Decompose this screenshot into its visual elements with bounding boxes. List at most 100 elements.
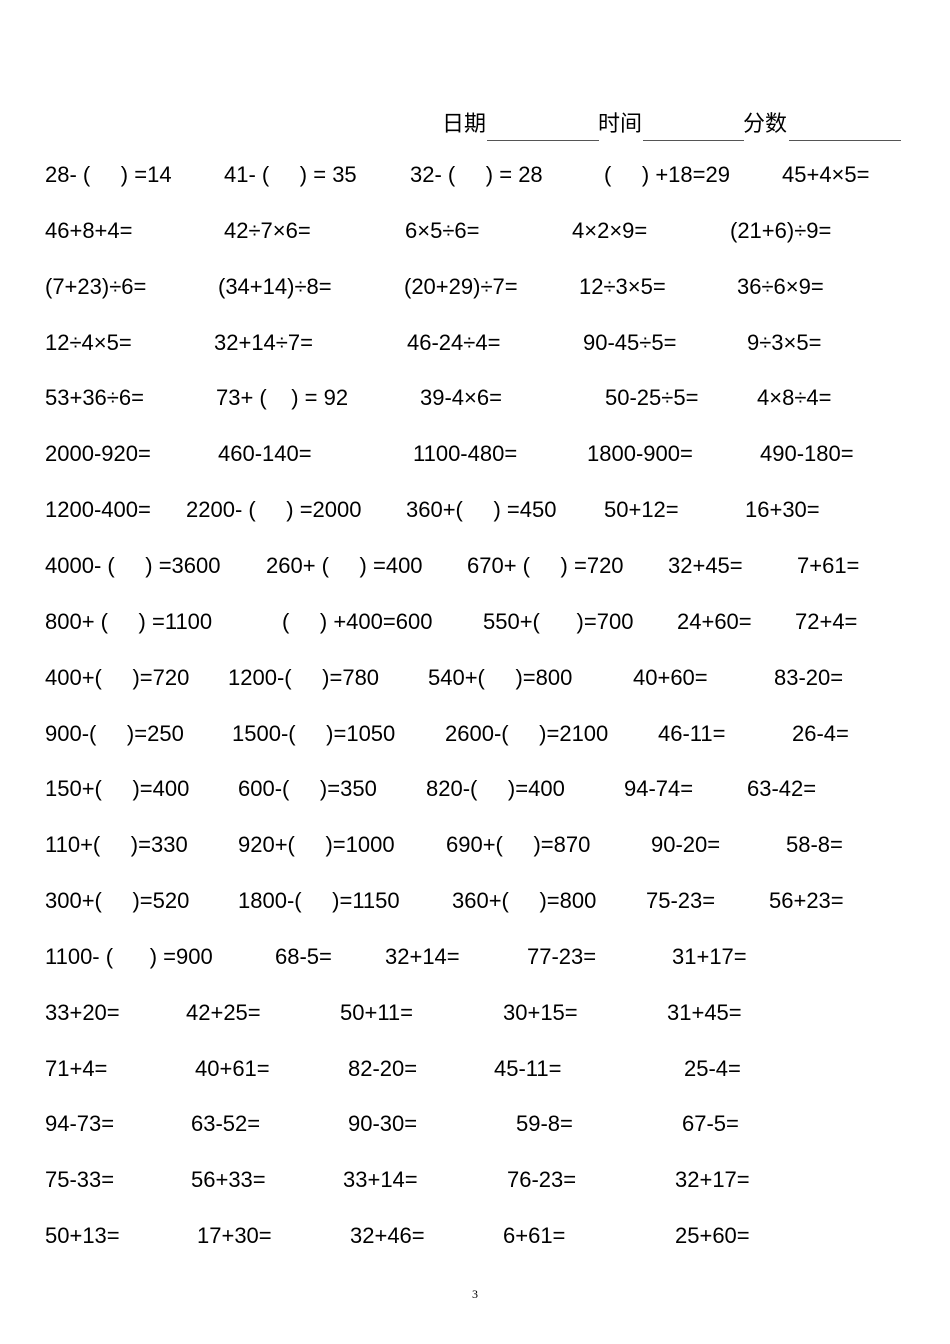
math-problem: 32- ( ) = 28 (410, 162, 543, 187)
math-problem: 1100- ( ) =900 (45, 943, 213, 969)
time-blank[interactable] (643, 140, 744, 141)
math-problem: 1800-900= (587, 441, 693, 467)
math-problem: 59-8= (516, 1111, 573, 1137)
math-problem: 26-4= (792, 720, 849, 746)
math-problem: 25-4= (684, 1055, 741, 1081)
math-problem: 90-30= (348, 1111, 418, 1137)
math-problem: 820-( )=400 (426, 776, 565, 802)
math-problem: 32+14÷7= (214, 329, 313, 355)
math-problem: 2200- ( ) =2000 (186, 497, 362, 523)
math-problem: 56+23= (769, 888, 844, 914)
math-problem: (7+23)÷6= (45, 273, 147, 299)
math-problem: 71+4= (45, 1055, 108, 1081)
math-problem: 41- ( ) = 35 (224, 162, 357, 187)
math-problem: 32+46= (350, 1223, 425, 1249)
math-problem: 72+4= (795, 608, 858, 634)
math-problem: 16+30= (745, 497, 820, 523)
math-problem: 9÷3×5= (747, 329, 822, 355)
math-problem: (21+6)÷9= (730, 217, 832, 243)
math-problem: 76-23= (507, 1167, 577, 1193)
math-problem: 12÷3×5= (579, 273, 666, 299)
math-problem: 6×5÷6= (405, 217, 480, 243)
math-problem: 73+ ( ) = 92 (216, 385, 349, 411)
score-blank[interactable] (789, 140, 901, 141)
math-problem: 1100-480= (413, 441, 518, 467)
math-problem: 25+60= (675, 1223, 750, 1249)
math-problem: 920+( )=1000 (238, 832, 395, 858)
math-problem: 50-25÷5= (605, 385, 699, 411)
math-problem: 4000- ( ) =3600 (45, 552, 221, 578)
math-problem: 150+( )=400 (45, 776, 190, 802)
math-problem: 53+36÷6= (45, 385, 144, 411)
math-problem: 24+60= (677, 608, 752, 634)
math-problem: 75-33= (45, 1167, 115, 1193)
math-problem: 4×2×9= (572, 217, 648, 243)
math-problem: 50+12= (604, 497, 679, 523)
math-problem: ( ) +400=600 (282, 608, 433, 634)
math-problem: 83-20= (774, 664, 844, 690)
math-problem: 46-24÷4= (407, 329, 501, 355)
math-problem: (34+14)÷8= (218, 273, 332, 299)
math-problem: 42÷7×6= (224, 217, 311, 243)
math-problem: (20+29)÷7= (404, 273, 518, 299)
math-problem: 460-140= (218, 441, 312, 467)
math-problem: 2600-( )=2100 (445, 720, 609, 746)
date-blank[interactable] (487, 140, 599, 141)
math-problem: 12÷4×5= (45, 329, 132, 355)
math-problem: 90-20= (651, 832, 721, 858)
math-problem: 58-8= (786, 832, 843, 858)
math-problem: 110+( )=330 (45, 832, 188, 858)
math-problem: 75-23= (646, 888, 716, 914)
math-problem: 32+45= (668, 552, 743, 578)
math-problem: 1200-( )=780 (228, 664, 380, 690)
math-problem: 1800-( )=1150 (238, 888, 400, 914)
math-problem: 39-4×6= (420, 385, 502, 411)
math-problem: 360+( )=800 (452, 888, 597, 914)
math-problem: 31+45= (667, 999, 742, 1025)
math-problem: ( ) +18=29 (604, 162, 730, 187)
math-problem: 7+61= (797, 552, 860, 578)
math-problem: 40+60= (633, 664, 708, 690)
math-problem: 30+15= (503, 999, 578, 1025)
math-problem: 17+30= (197, 1223, 272, 1249)
math-problem: 360+( ) =450 (406, 497, 557, 523)
math-problem: 46-11= (658, 720, 726, 746)
math-problem: 690+( )=870 (446, 832, 591, 858)
math-problem: 550+( )=700 (483, 608, 634, 634)
math-problem: 1500-( )=1050 (232, 720, 396, 746)
math-problem: 4×8÷4= (757, 385, 832, 411)
math-problem: 33+20= (45, 999, 120, 1025)
math-problem: 300+( )=520 (45, 888, 190, 914)
math-problem: 600-( )=350 (238, 776, 377, 802)
math-problem: 82-20= (348, 1055, 418, 1081)
math-problem: 42+25= (186, 999, 261, 1025)
math-problem: 63-52= (191, 1111, 261, 1137)
math-problem: 67-5= (682, 1111, 739, 1137)
math-problem: 33+14= (343, 1167, 418, 1193)
math-problem: 32+14= (385, 943, 460, 969)
math-problem: 77-23= (527, 943, 597, 969)
math-problem: 540+( )=800 (428, 664, 573, 690)
math-problem: 260+ ( ) =400 (266, 552, 423, 578)
math-problem: 90-45÷5= (583, 329, 677, 355)
math-problem: 670+ ( ) =720 (467, 552, 624, 578)
math-problem: 94-74= (624, 776, 694, 802)
math-problem: 63-42= (747, 776, 817, 802)
math-problem: 6+61= (503, 1223, 566, 1249)
math-problem: 40+61= (195, 1055, 270, 1081)
score-label: 分数 (743, 112, 788, 137)
math-problem: 45-11= (494, 1055, 562, 1081)
page-number: 3 (472, 1287, 478, 1301)
math-problem: 50+11= (340, 999, 414, 1025)
math-problem: 800+ ( ) =1100 (45, 608, 213, 634)
math-problem: 45+4×5= (782, 162, 870, 187)
math-problem: 490-180= (760, 441, 854, 467)
math-problem: 32+17= (675, 1167, 750, 1193)
math-problem: 36÷6×9= (737, 273, 824, 299)
math-problem: 68-5= (275, 943, 332, 969)
math-problem: 50+13= (45, 1223, 120, 1249)
math-problem: 2000-920= (45, 441, 151, 467)
math-problem: 46+8+4= (45, 217, 133, 243)
math-problem: 31+17= (672, 943, 747, 969)
math-problem: 400+( )=720 (45, 664, 190, 690)
